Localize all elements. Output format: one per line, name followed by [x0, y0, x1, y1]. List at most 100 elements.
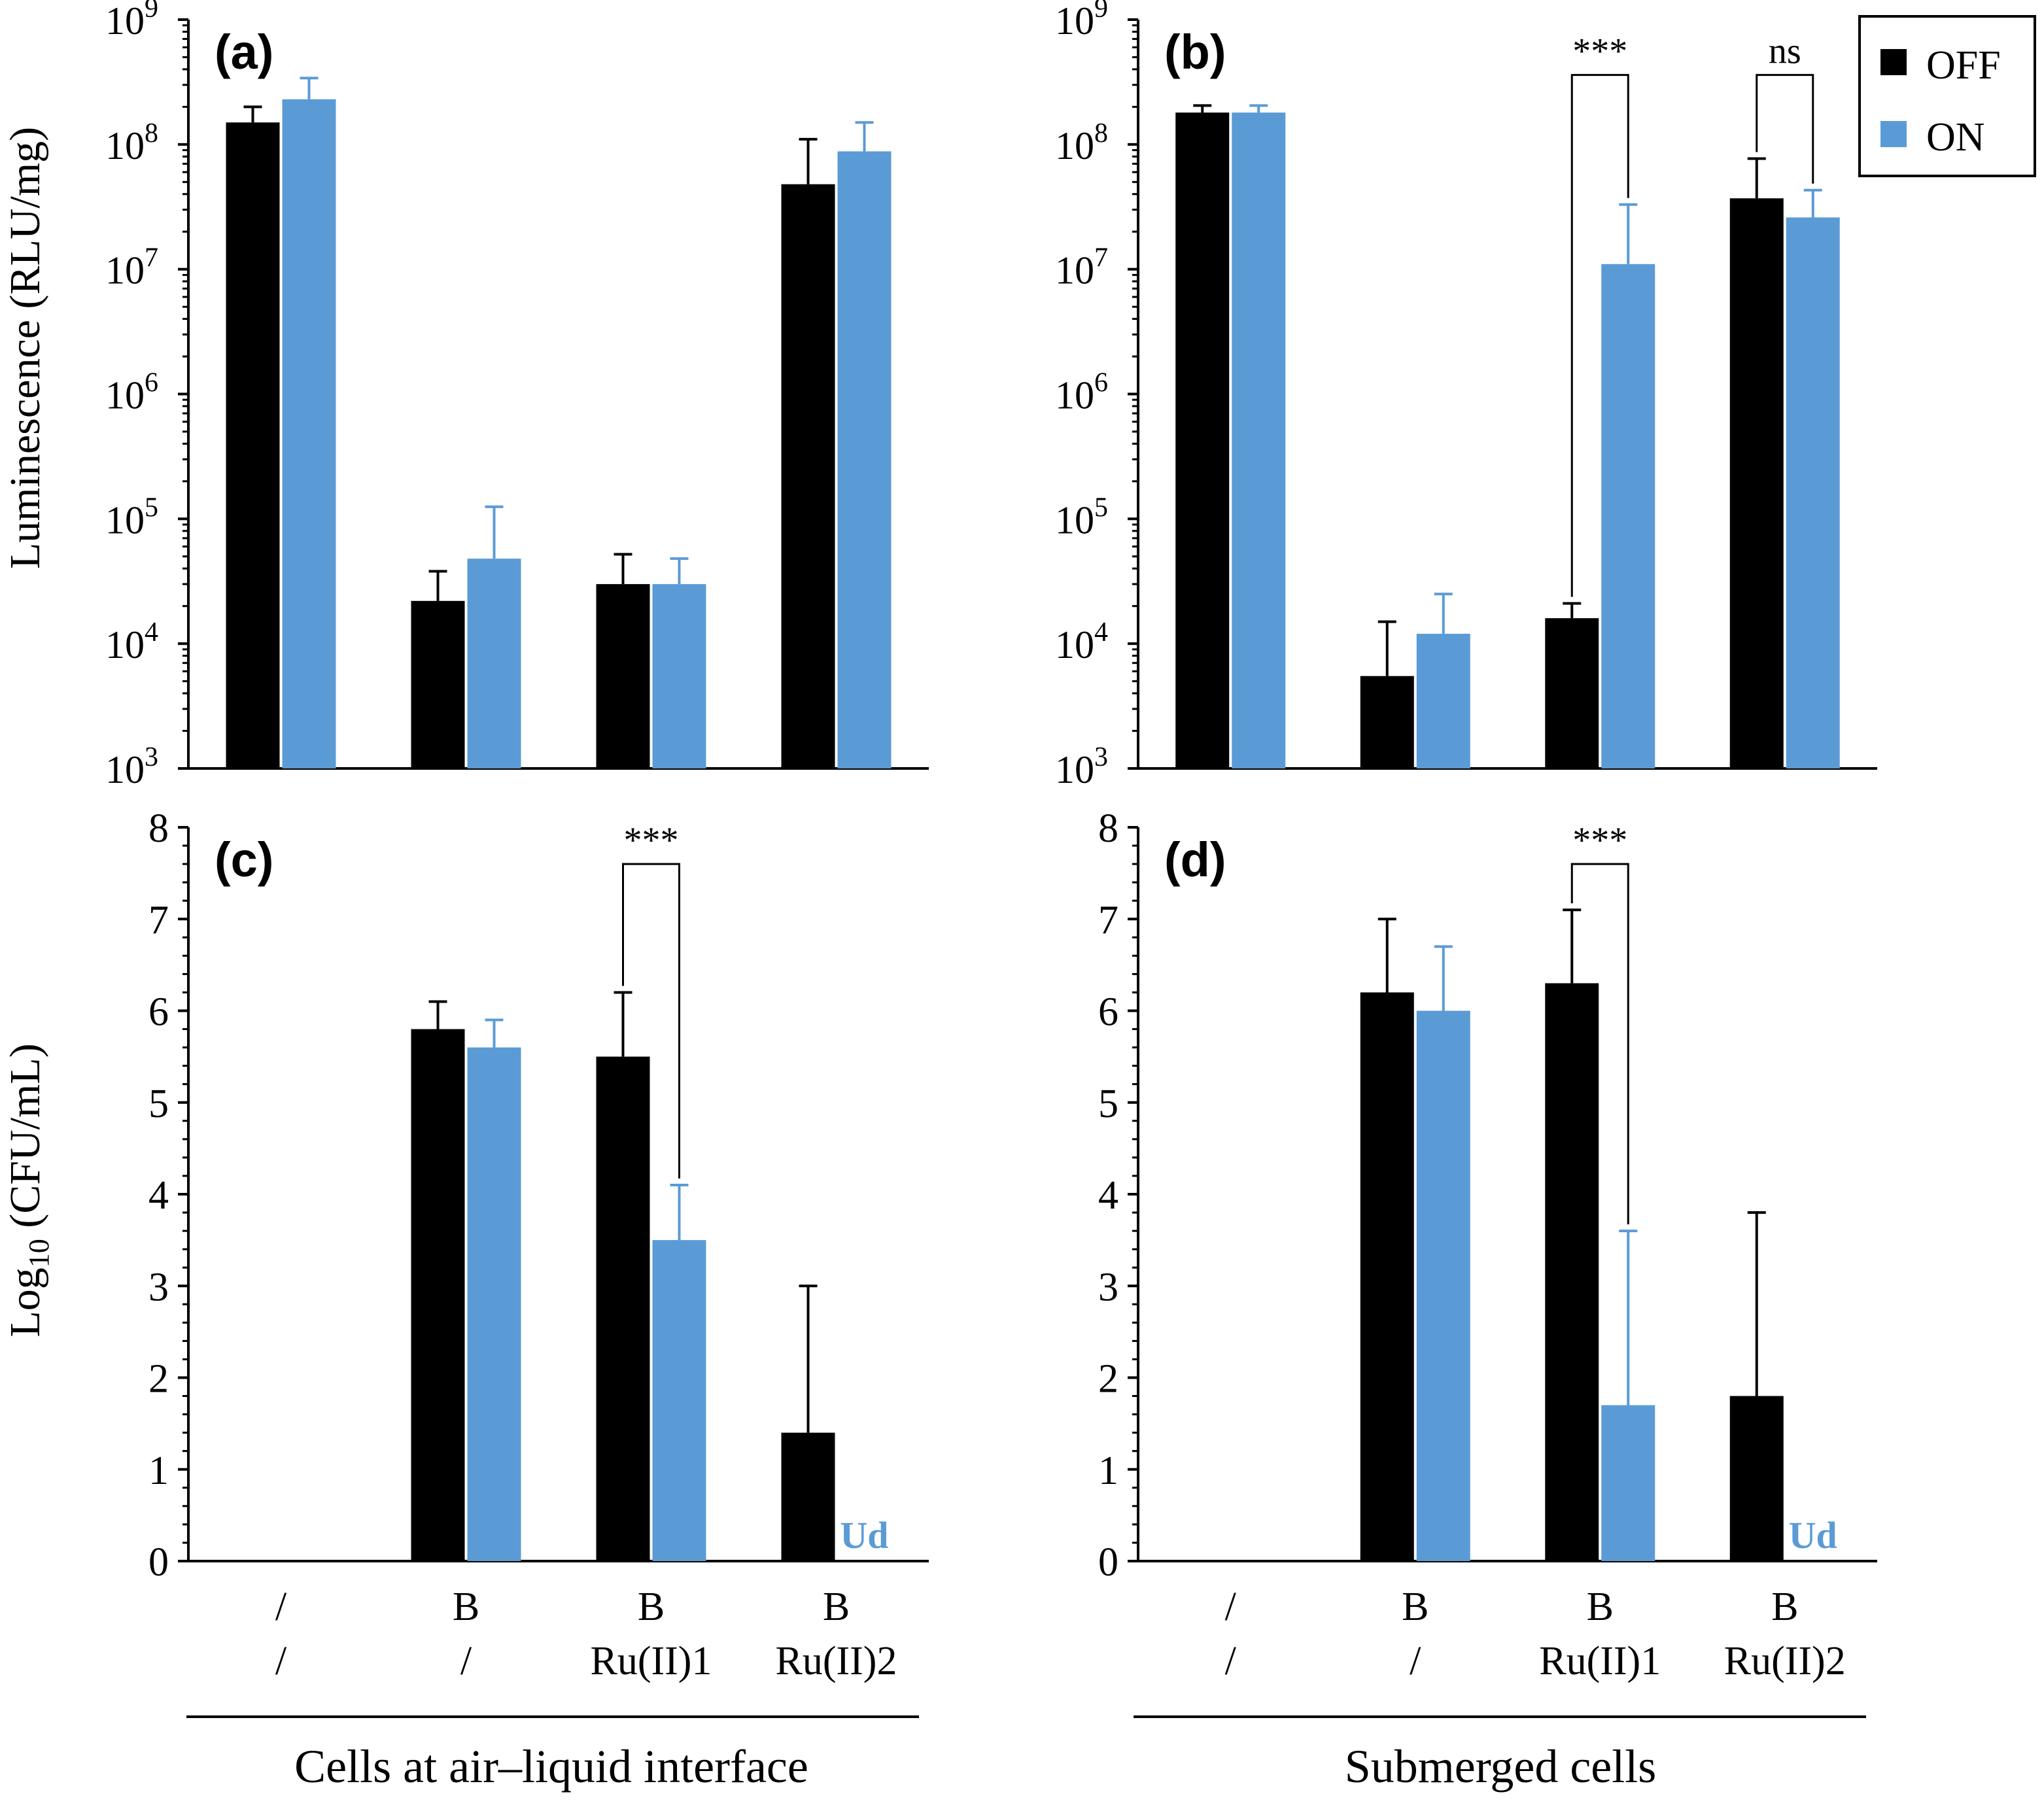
y-tick-label: 1: [148, 1449, 169, 1493]
group-title-air-liquid: Cells at air–liquid interface: [294, 1740, 808, 1793]
significance-bracket: [622, 863, 680, 1179]
bar-on: [1601, 1405, 1655, 1561]
bar-off: [1545, 983, 1599, 1561]
significance-label: ns: [1769, 31, 1801, 72]
bar-off: [781, 184, 835, 769]
bar-off: [1360, 676, 1414, 768]
panel-label: (b): [1164, 25, 1226, 79]
bar-off: [1545, 618, 1599, 768]
x-label-line2: Ru(II)2: [1724, 1639, 1846, 1683]
y-tick-label: 2: [148, 1357, 169, 1402]
y-tick-label: 4: [148, 1173, 169, 1218]
x-label-line2: Ru(II)1: [1539, 1639, 1661, 1683]
bar-off: [411, 600, 465, 768]
bar-on: [467, 559, 521, 768]
bar-off: [226, 122, 280, 768]
bar-off: [411, 1029, 465, 1561]
x-label-line2: /: [275, 1639, 287, 1683]
y-tick-label: 109: [105, 0, 158, 43]
y-tick-label: 5: [1098, 1082, 1118, 1126]
y-tick-label: 109: [1055, 0, 1108, 43]
legend-swatch-off: [1880, 49, 1907, 75]
bar-on: [282, 99, 336, 769]
y-tick-label: 105: [105, 492, 158, 542]
y-tick-label: 103: [1055, 742, 1108, 791]
legend-label-off: OFF: [1926, 43, 2001, 88]
y-tick-label: 3: [148, 1265, 169, 1309]
significance-label: ***: [624, 820, 679, 861]
legend-label-on: ON: [1926, 115, 1985, 160]
x-label-line2: /: [1410, 1639, 1421, 1683]
significance-label: ***: [1572, 31, 1627, 72]
legend: OFF ON: [1858, 15, 2036, 177]
y-tick-label: 5: [148, 1082, 169, 1126]
legend-swatch-on: [1880, 121, 1907, 147]
x-label-line2: /: [460, 1639, 472, 1683]
x-label-line2: /: [1225, 1639, 1237, 1683]
x-label-line2: Ru(II)2: [776, 1639, 897, 1683]
bar-on: [652, 584, 706, 768]
x-label-line2: Ru(II)1: [591, 1639, 712, 1683]
bar-on: [652, 1240, 706, 1561]
y-tick-label: 104: [105, 617, 158, 666]
y-tick-label: 0: [148, 1540, 169, 1585]
y-tick-label: 7: [1098, 898, 1118, 942]
bar-off: [596, 584, 650, 768]
x-label-line1: /: [1225, 1585, 1237, 1629]
panel-label: (d): [1164, 833, 1226, 887]
y-tick-label: 106: [1055, 368, 1108, 417]
y-tick-label: 105: [1055, 492, 1108, 542]
y-tick-label: 107: [105, 243, 158, 292]
x-label-line1: B: [1771, 1585, 1798, 1629]
panel-c: 0 1 2 3 4 5 6 7 8 (c) *** Ud: [148, 806, 929, 1585]
bar-on: [1232, 112, 1286, 768]
significance-bracket: [1570, 863, 1629, 1225]
x-label-line1: /: [275, 1585, 287, 1629]
y-tick-label: 4: [1098, 1173, 1118, 1218]
bar-on: [837, 151, 892, 769]
y-tick-label: 8: [1098, 806, 1118, 851]
significance-label: ***: [1572, 820, 1627, 861]
bar-on: [1416, 634, 1470, 768]
undetected-label: Ud: [840, 1514, 888, 1557]
undetected-label: Ud: [1789, 1514, 1837, 1557]
bar-on: [1601, 264, 1655, 768]
x-label-line1: B: [1587, 1585, 1614, 1629]
group-title-submerged: Submerged cells: [1345, 1740, 1657, 1793]
bar-off: [1729, 198, 1784, 768]
bar-off: [1360, 992, 1414, 1561]
y-tick-label: 3: [1098, 1265, 1118, 1309]
y-title-log: Log: [1, 1267, 49, 1337]
panel-a: 103 104 105 106 107 108 109 (a): [105, 0, 929, 791]
bar-on: [1786, 217, 1840, 768]
y-tick-label: 6: [148, 990, 169, 1035]
panel-label: (c): [215, 833, 273, 887]
y-axis-title-log-cfu: Log10 (CFU/mL): [1, 1043, 55, 1337]
bar-on: [467, 1047, 521, 1561]
y-tick-label: 108: [1055, 118, 1108, 167]
bar-on: [1416, 1010, 1470, 1561]
bar-off: [596, 1056, 650, 1561]
panel-label: (a): [215, 25, 273, 79]
x-label-line1: B: [453, 1585, 479, 1629]
significance-bracket: [1756, 74, 1814, 184]
y-tick-label: 104: [1055, 617, 1108, 666]
y-tick-label: 108: [105, 118, 158, 167]
y-tick-label: 107: [1055, 243, 1108, 292]
bar-off: [1729, 1396, 1784, 1561]
y-tick-label: 1: [1098, 1449, 1118, 1493]
y-tick-label: 8: [148, 806, 169, 851]
y-tick-label: 7: [148, 898, 169, 942]
significance-bracket: [1570, 74, 1629, 597]
y-tick-label: 2: [1098, 1357, 1118, 1402]
bar-off: [1175, 112, 1230, 768]
y-title-subscript: 10: [23, 1239, 55, 1267]
bar-off: [781, 1432, 835, 1561]
x-label-line1: B: [638, 1585, 665, 1629]
panel-b: 103 104 105 106 107 108 109 (b) *** ns: [1055, 0, 1877, 791]
chart-panels: 103104105106107108109(a)1031041051061071…: [105, 0, 1877, 1585]
y-tick-label: 0: [1098, 1540, 1118, 1585]
legend-box: [1858, 15, 2036, 177]
x-label-line1: B: [1402, 1585, 1429, 1629]
